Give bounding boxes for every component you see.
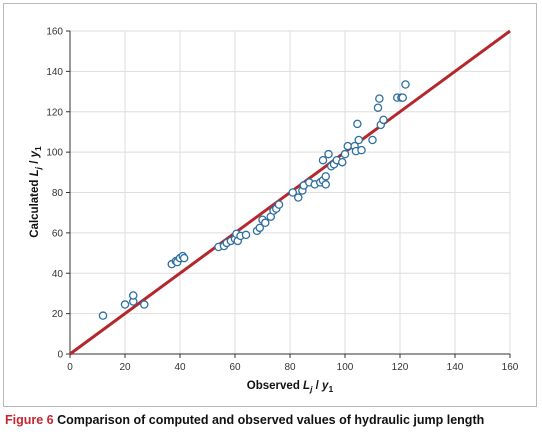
- data-point: [255, 223, 264, 233]
- data-point: [260, 218, 270, 228]
- data-point: [128, 291, 138, 300]
- data-point: [340, 149, 350, 159]
- axes: [66, 30, 511, 358]
- x-tick-label: 160: [502, 362, 519, 373]
- data-point: [274, 200, 284, 209]
- x-tick-label: 140: [447, 362, 464, 373]
- y-tick-label: 60: [52, 228, 64, 239]
- grid-lines: [70, 30, 511, 354]
- figure-caption-text: Comparison of computed and observed valu…: [53, 413, 485, 427]
- y-tick-label: 120: [46, 107, 63, 118]
- data-point: [321, 180, 330, 189]
- data-point: [354, 135, 363, 145]
- data-point: [120, 300, 130, 309]
- data-point: [318, 155, 328, 165]
- x-tick-label: 80: [284, 362, 296, 373]
- data-point: [373, 103, 383, 112]
- y-tick-label: 40: [52, 269, 64, 280]
- y-axis-label: Calculated Lj / y1: [29, 146, 43, 238]
- figure-label: Figure 6: [5, 413, 54, 427]
- y-tick-label: 80: [52, 188, 64, 199]
- data-point: [375, 94, 384, 103]
- x-tick-label: 40: [174, 362, 186, 373]
- data-points: [98, 80, 410, 320]
- data-point: [337, 157, 347, 167]
- y-tick-label: 100: [46, 148, 63, 159]
- data-point: [98, 311, 108, 320]
- x-tick-label: 0: [67, 362, 73, 373]
- x-tick-label: 20: [119, 362, 131, 373]
- data-point: [139, 300, 149, 309]
- data-point: [398, 93, 407, 102]
- tick-labels: 0 20 40 60 80 100 120 140 160 0 20 40 60 80 100 120 140 1…: [46, 27, 518, 374]
- data-point: [357, 145, 366, 155]
- y-tick-label: 0: [57, 350, 63, 361]
- figure-caption: Figure 6 Comparison of computed and obse…: [5, 413, 484, 427]
- data-point: [324, 149, 333, 159]
- data-point: [368, 135, 377, 145]
- data-point: [288, 188, 297, 197]
- y-tick-label: 160: [46, 27, 63, 38]
- data-point: [321, 172, 330, 181]
- data-point: [241, 230, 251, 240]
- x-tick-label: 120: [392, 362, 409, 373]
- scatter-plot: 0 20 40 60 80 100 120 140 160 0 20 40 60 80 100 120 140 1…: [29, 27, 519, 395]
- data-point: [379, 115, 388, 125]
- y-tick-label: 140: [46, 67, 63, 78]
- data-point: [343, 141, 352, 151]
- data-point: [179, 253, 189, 263]
- data-point: [401, 80, 410, 89]
- x-tick-label: 100: [337, 362, 354, 373]
- x-tick-label: 60: [229, 362, 241, 373]
- data-point: [293, 193, 303, 202]
- x-axis-label: Observed Lj / y1: [247, 380, 334, 394]
- y-tick-label: 20: [52, 309, 64, 320]
- data-point: [353, 119, 362, 129]
